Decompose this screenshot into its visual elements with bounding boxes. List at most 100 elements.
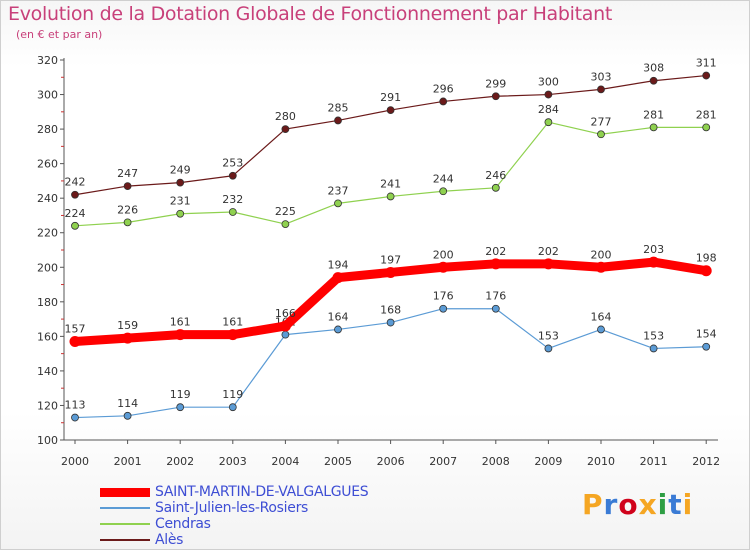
data-point xyxy=(228,403,237,412)
data-label: 242 xyxy=(65,176,86,189)
x-tick-label: 2011 xyxy=(640,455,668,468)
data-point xyxy=(649,76,658,85)
data-point xyxy=(71,190,79,199)
y-tick-label: 100 xyxy=(37,434,58,447)
data-point xyxy=(228,171,237,180)
data-label: 153 xyxy=(643,329,664,342)
y-tick-label: 120 xyxy=(37,399,58,412)
x-tick-label: 2007 xyxy=(429,455,457,468)
data-label: 253 xyxy=(222,157,243,170)
x-tick-label: 2003 xyxy=(219,455,247,468)
data-point xyxy=(490,258,502,270)
legend-item: SAINT-MARTIN-DE-VALGALGUES xyxy=(100,484,369,500)
y-tick-label: 300 xyxy=(37,89,58,102)
data-point xyxy=(123,411,132,420)
data-point xyxy=(176,178,185,187)
data-label: 241 xyxy=(380,177,401,190)
chart-subtitle: (en € et par an) xyxy=(16,28,103,41)
data-label: 153 xyxy=(538,329,559,342)
data-label: 308 xyxy=(643,62,664,75)
data-point xyxy=(491,183,500,192)
data-label: 303 xyxy=(591,70,612,83)
y-tick-label: 220 xyxy=(37,227,58,240)
x-tick-label: 2006 xyxy=(377,455,405,468)
data-point xyxy=(649,344,658,353)
data-label: 285 xyxy=(328,101,349,114)
data-label: 225 xyxy=(275,205,296,218)
data-label: 198 xyxy=(696,252,717,265)
data-label: 249 xyxy=(170,164,191,177)
data-point xyxy=(544,118,553,127)
data-point xyxy=(281,125,290,133)
data-point xyxy=(176,403,185,412)
data-label: 226 xyxy=(117,203,138,216)
data-label: 280 xyxy=(275,110,296,123)
y-tick-label: 280 xyxy=(37,123,58,136)
legend-swatch xyxy=(100,539,150,541)
legend-label: Cendras xyxy=(155,516,211,532)
legend-label: Saint-Julien-les-Rosiers xyxy=(155,500,309,516)
x-tick-label: 2001 xyxy=(114,455,142,468)
y-tick-label: 180 xyxy=(37,296,58,309)
data-point xyxy=(491,92,500,101)
data-point xyxy=(69,336,81,348)
data-label: 224 xyxy=(65,207,86,220)
data-label: 200 xyxy=(591,248,612,261)
y-tick-label: 320 xyxy=(37,54,58,67)
data-point xyxy=(702,71,711,80)
data-point xyxy=(597,130,605,139)
legend-swatch xyxy=(100,507,150,509)
data-point xyxy=(544,344,553,353)
data-label: 161 xyxy=(170,316,191,329)
data-point xyxy=(386,106,395,114)
logo-letter: o xyxy=(618,488,639,521)
data-point xyxy=(544,90,553,99)
data-label: 119 xyxy=(170,388,191,401)
data-point xyxy=(649,123,658,132)
data-label: 113 xyxy=(65,399,86,412)
data-label: 246 xyxy=(485,169,506,182)
data-point xyxy=(174,329,186,341)
data-point xyxy=(439,97,448,106)
data-point xyxy=(491,304,500,313)
x-tick-label: 2002 xyxy=(166,455,194,468)
data-point xyxy=(386,192,395,201)
data-point xyxy=(122,332,134,344)
data-point xyxy=(439,304,448,313)
data-point xyxy=(437,261,449,273)
legend-item: Cendras xyxy=(100,516,368,532)
data-point xyxy=(334,199,342,208)
x-tick-label: 2008 xyxy=(482,455,510,468)
data-point xyxy=(123,218,132,227)
y-tick-label: 160 xyxy=(37,330,58,343)
legend: SAINT-MARTIN-DE-VALGALGUES Saint-Julien-l… xyxy=(100,484,369,548)
data-point xyxy=(385,266,397,278)
legend-item: Saint-Julien-les-Rosiers xyxy=(100,500,368,516)
data-point xyxy=(227,329,239,341)
data-point xyxy=(281,220,290,228)
data-label: 202 xyxy=(485,245,506,258)
data-label: 284 xyxy=(538,103,559,116)
data-label: 154 xyxy=(696,328,717,341)
logo-letter: P xyxy=(582,488,604,521)
logo-letter: i xyxy=(657,488,669,521)
data-label: 200 xyxy=(433,248,454,261)
data-point xyxy=(439,187,448,196)
data-label: 299 xyxy=(485,77,506,90)
y-tick-label: 240 xyxy=(37,192,58,205)
y-tick-label: 200 xyxy=(37,261,58,274)
legend-label: Alès xyxy=(155,532,184,548)
legend-item: Alès xyxy=(100,532,368,548)
data-point xyxy=(334,325,342,334)
data-point xyxy=(386,318,395,327)
data-label: 119 xyxy=(222,388,243,401)
data-label: 161 xyxy=(222,316,243,329)
data-label: 281 xyxy=(696,108,717,121)
data-label: 277 xyxy=(591,115,612,128)
chart-title: Evolution de la Dotation Globale de Fonc… xyxy=(8,3,613,25)
data-point xyxy=(279,320,291,332)
data-label: 164 xyxy=(591,310,612,323)
data-point xyxy=(332,272,344,284)
data-label: 166 xyxy=(275,307,296,320)
